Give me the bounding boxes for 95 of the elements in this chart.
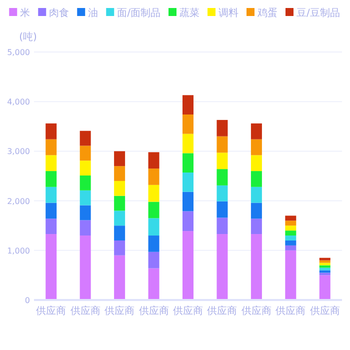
bar [285, 220, 296, 226]
bar [319, 258, 330, 260]
bar [216, 169, 228, 186]
bar [46, 139, 57, 156]
bar [216, 185, 228, 202]
bar [80, 205, 91, 220]
bar [250, 155, 262, 172]
legend-label: 米 [20, 7, 30, 19]
y-tick-label: 5,000 [7, 48, 30, 57]
bar [46, 123, 57, 140]
x-tick-label: 供应商 [36, 305, 66, 317]
bar [148, 168, 160, 185]
y-tick-label: 4,000 [7, 98, 30, 107]
bar [250, 218, 262, 234]
bar [148, 268, 160, 300]
bar [216, 201, 228, 218]
bar [319, 272, 330, 276]
y-tick-label: 1,000 [7, 246, 30, 256]
y-axis-title: (吨) [19, 31, 37, 43]
bar [319, 270, 330, 273]
x-tick-label: 供应商 [276, 305, 306, 317]
bar [46, 234, 57, 300]
bar [216, 234, 228, 300]
bar [250, 139, 262, 156]
bar [216, 136, 228, 153]
legend-label: 肉食 [49, 7, 70, 19]
bar [148, 236, 160, 252]
bar [285, 245, 296, 250]
bar [285, 240, 296, 246]
bar [114, 166, 126, 181]
bar [46, 186, 57, 203]
x-tick-label: 供应商 [138, 305, 169, 317]
legend-label: 鸡蛋 [256, 7, 278, 19]
bar [250, 123, 262, 140]
legend-label: 蔬菜 [180, 7, 200, 19]
bar [182, 172, 194, 192]
bar [148, 184, 160, 202]
legend-label: 豆/豆制品 [296, 7, 340, 19]
bar [216, 218, 228, 234]
bar [285, 216, 296, 221]
bar [319, 260, 330, 263]
bar [182, 134, 194, 154]
bar [285, 236, 296, 240]
bar [148, 218, 160, 236]
bar [182, 114, 194, 134]
bar [46, 155, 57, 172]
bar [182, 211, 194, 232]
x-tick-label: 供应商 [70, 305, 100, 317]
bar [148, 252, 160, 268]
bar [114, 240, 126, 256]
bar [182, 95, 194, 114]
bar [319, 275, 330, 300]
bar [114, 210, 126, 226]
bar [216, 120, 228, 136]
x-tick-label: 供应商 [173, 305, 203, 317]
bar [114, 226, 126, 240]
y-tick-label: 3,000 [7, 147, 30, 156]
legend-label: 调料 [218, 7, 238, 19]
legend-label: 面/面制品 [117, 7, 160, 19]
bar [250, 234, 262, 300]
bar [250, 186, 262, 203]
bar [285, 226, 296, 231]
x-tick-label: 供应商 [241, 305, 272, 317]
bar [148, 152, 160, 169]
bar [46, 202, 57, 219]
bar [182, 153, 194, 173]
bar [114, 255, 126, 300]
bar [80, 160, 91, 176]
bar [114, 151, 126, 166]
bar [80, 146, 91, 161]
bar [80, 190, 91, 206]
bar [319, 262, 330, 266]
bar [250, 202, 262, 219]
y-tick-label: 0 [24, 296, 30, 305]
bar [319, 265, 330, 268]
legend-label: 油 [88, 7, 98, 19]
x-tick-label: 供应商 [104, 305, 135, 317]
bar [114, 196, 126, 211]
bar [80, 130, 91, 146]
bar [182, 231, 194, 300]
bar [80, 220, 91, 236]
bar [285, 230, 296, 236]
y-tick-label: 2,000 [7, 196, 30, 206]
bar [114, 180, 126, 196]
bar [46, 171, 57, 187]
bar [216, 152, 228, 170]
bar [250, 171, 262, 187]
bar [80, 236, 91, 300]
bar [46, 218, 57, 234]
bar [80, 176, 91, 190]
bar [285, 250, 296, 300]
x-tick-label: 供应商 [310, 305, 340, 317]
x-tick-label: 供应商 [207, 305, 238, 317]
bar [182, 192, 194, 212]
bar [148, 202, 160, 218]
